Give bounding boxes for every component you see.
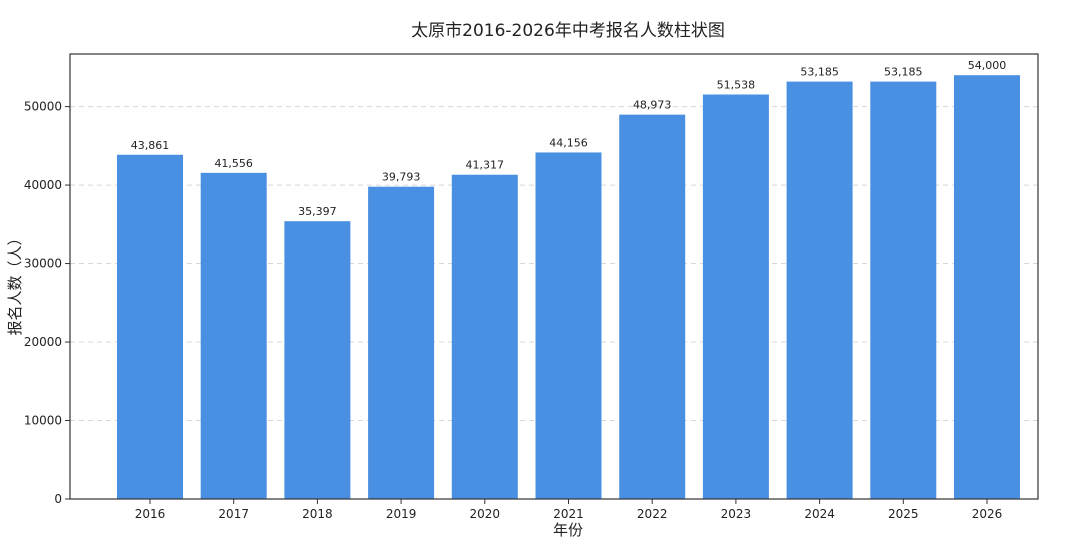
data-label-2016: 43,861: [131, 139, 170, 152]
y-tick-label-4: 40000: [24, 178, 62, 192]
x-tick-label-2023: 2023: [721, 507, 752, 521]
y-tick-label-2: 20000: [24, 335, 62, 349]
x-tick-label-2022: 2022: [637, 507, 668, 521]
bar-2020: [451, 174, 518, 499]
x-tick-label-2020: 2020: [470, 507, 501, 521]
data-label-2025: 53,185: [884, 66, 923, 79]
bar-2023: [702, 94, 769, 499]
x-tick-label-2025: 2025: [888, 507, 919, 521]
data-label-2017: 41,556: [214, 157, 253, 170]
data-label-2026: 54,000: [968, 59, 1007, 72]
data-label-2023: 51,538: [717, 79, 756, 92]
x-axis-ticks: 2016 2017 2018 2019 2020 2021 2022 2023 2024 2025…: [135, 499, 1003, 521]
y-tick-label-5: 50000: [24, 100, 62, 114]
bar-2024: [786, 81, 853, 500]
y-axis-ticks: 0 10000 20000 30000 40000 50000: [24, 100, 70, 506]
bar-2019: [368, 186, 435, 499]
y-tick-label-3: 30000: [24, 257, 62, 271]
x-tick-label-2021: 2021: [553, 507, 584, 521]
bar-2022: [619, 114, 686, 499]
x-tick-label-2026: 2026: [972, 507, 1003, 521]
bar-2016: [117, 154, 183, 499]
data-label-2019: 39,793: [382, 171, 421, 184]
plot-area-frame: [69, 53, 1039, 500]
data-label-2021: 44,156: [549, 136, 588, 149]
bar-2021: [535, 152, 602, 499]
bar-2017: [200, 172, 267, 499]
bar-2018: [284, 221, 351, 499]
data-label-2020: 41,317: [466, 159, 505, 172]
x-axis-label: 年份: [553, 521, 583, 538]
x-tick-label-2016: 2016: [135, 507, 166, 521]
bar-2025: [870, 81, 937, 500]
y-axis-label: 报名人数（人）: [6, 230, 24, 335]
x-tick-label-2017: 2017: [218, 507, 249, 521]
bar-2026: [954, 75, 1020, 499]
x-tick-label-2019: 2019: [386, 507, 417, 521]
data-label-2022: 48,973: [633, 99, 672, 112]
data-labels-group: 43,861 41,556 35,397 39,793 41,317 44,156 48,9…: [131, 59, 1007, 218]
chart-title: 太原市2016-2026年中考报名人数柱状图: [411, 21, 725, 41]
data-label-2024: 53,185: [800, 66, 839, 79]
y-tick-label-0: 0: [54, 492, 62, 506]
x-tick-label-2018: 2018: [302, 507, 333, 521]
bars-group: [117, 75, 1020, 500]
y-tick-label-1: 10000: [24, 414, 62, 428]
x-tick-label-2024: 2024: [804, 507, 835, 521]
data-label-2018: 35,397: [298, 205, 337, 218]
